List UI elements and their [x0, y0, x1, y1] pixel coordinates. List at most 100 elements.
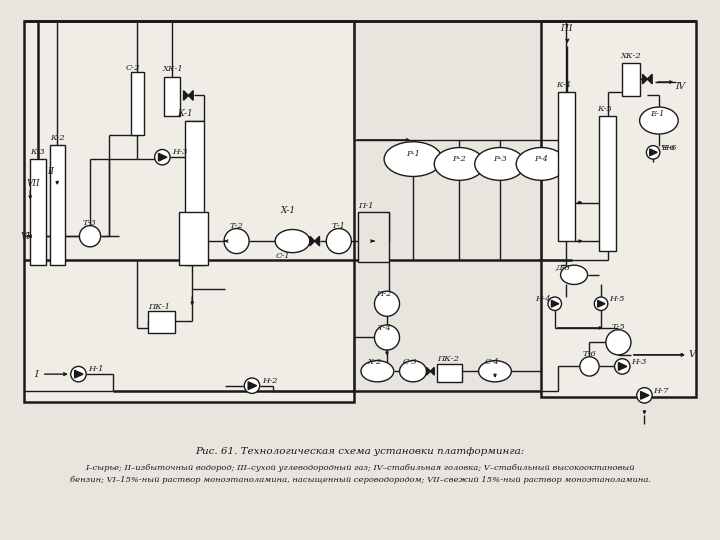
Text: С-1: С-1 [276, 252, 290, 260]
Bar [184, 120, 204, 265]
Circle shape [374, 291, 400, 316]
Text: К-3: К-3 [30, 148, 45, 157]
Text: Р-1: Р-1 [406, 150, 420, 158]
Circle shape [79, 226, 101, 247]
Ellipse shape [479, 361, 511, 382]
Circle shape [224, 228, 249, 254]
Bar [358, 212, 389, 262]
Text: Н-3: Н-3 [631, 357, 647, 366]
Ellipse shape [516, 147, 567, 180]
Polygon shape [649, 149, 657, 156]
Circle shape [244, 378, 260, 394]
Text: Е-1: Е-1 [649, 110, 664, 118]
Ellipse shape [384, 142, 442, 177]
Text: Д-3: Д-3 [555, 264, 570, 272]
Circle shape [580, 357, 599, 376]
Circle shape [548, 297, 562, 310]
Polygon shape [647, 75, 652, 84]
Ellipse shape [561, 265, 588, 285]
Text: II: II [48, 167, 55, 176]
Text: П-1: П-1 [358, 202, 374, 211]
Text: I: I [34, 370, 38, 379]
Text: I–сырье; II–избыточный водород; III–сухой углеводородный газ; IV–стабильная голо: I–сырье; II–избыточный водород; III–сухо… [85, 464, 635, 471]
Polygon shape [248, 382, 256, 389]
Text: С-2: С-2 [126, 64, 140, 71]
Circle shape [155, 150, 170, 165]
Bar [437, 364, 462, 382]
Text: Н-5: Н-5 [609, 295, 624, 303]
Circle shape [606, 330, 631, 355]
Polygon shape [618, 362, 627, 370]
Text: VI: VI [21, 232, 31, 241]
Bar [30, 159, 45, 265]
Polygon shape [75, 370, 83, 378]
Text: Т-2: Т-2 [230, 221, 243, 229]
Polygon shape [315, 237, 320, 246]
Text: Х-2: Х-2 [367, 357, 382, 366]
Text: Н-6: Н-6 [661, 144, 676, 152]
Polygon shape [426, 367, 431, 375]
Bar [622, 63, 639, 97]
Polygon shape [310, 237, 315, 246]
Bar [164, 77, 180, 116]
Bar [541, 21, 696, 397]
Bar [558, 92, 575, 241]
Bar [599, 116, 616, 251]
Text: Т-4: Т-4 [377, 324, 391, 332]
Circle shape [636, 388, 652, 403]
Bar [179, 212, 207, 265]
Text: Н-7: Н-7 [653, 387, 669, 395]
Text: С-3: С-3 [402, 357, 418, 366]
Polygon shape [189, 91, 193, 100]
Text: Х-1: Х-1 [280, 206, 295, 215]
Text: ХК-2: ХК-2 [621, 52, 641, 60]
Text: ПК-1: ПК-1 [148, 302, 170, 310]
Ellipse shape [400, 361, 426, 382]
Polygon shape [158, 153, 167, 161]
Text: Н-3: Н-3 [172, 148, 187, 157]
Circle shape [594, 297, 608, 310]
Text: Т-5: Т-5 [611, 323, 626, 331]
Polygon shape [431, 367, 434, 375]
Circle shape [615, 359, 630, 374]
Circle shape [647, 146, 660, 159]
Text: V: V [688, 350, 696, 359]
Text: Р-4: Р-4 [534, 155, 548, 163]
Text: Р-3: Р-3 [493, 155, 507, 163]
Text: К-4: К-4 [556, 81, 570, 89]
Text: Рис. 61. Технологическая схема установки платформинга:: Рис. 61. Технологическая схема установки… [195, 447, 525, 456]
Text: К-5: К-5 [597, 105, 612, 113]
Text: IV: IV [675, 82, 685, 91]
Ellipse shape [275, 230, 310, 253]
Ellipse shape [474, 147, 525, 180]
Text: Т-3: Т-3 [83, 219, 97, 227]
Bar [130, 72, 144, 135]
Text: бензин; VI–15%-ный раствор моноэтаноламина, насыщенный сероводородом; VII–свежий: бензин; VI–15%-ный раствор моноэтанолами… [70, 476, 650, 484]
Polygon shape [641, 392, 649, 399]
Text: ХК-1: ХК-1 [162, 65, 183, 73]
Ellipse shape [639, 107, 678, 134]
Text: Н-2: Н-2 [261, 377, 277, 385]
Circle shape [374, 325, 400, 350]
Polygon shape [552, 300, 559, 307]
Polygon shape [598, 300, 605, 307]
Ellipse shape [434, 147, 485, 180]
Bar [24, 21, 354, 402]
Text: Н-1: Н-1 [88, 366, 104, 373]
Text: П1: П1 [560, 24, 574, 33]
Text: К-1: К-1 [177, 109, 192, 118]
Circle shape [326, 228, 351, 254]
Text: Т-6: Т-6 [582, 350, 596, 358]
Text: Т-1: Т-1 [332, 221, 346, 229]
Text: Н-4: Н-4 [536, 295, 551, 303]
Polygon shape [642, 75, 647, 84]
Text: Ч-6: Ч-6 [661, 144, 675, 152]
Text: П-2: П-2 [377, 290, 392, 298]
Text: ПК-2: ПК-2 [437, 355, 459, 363]
Polygon shape [184, 91, 189, 100]
Text: VII: VII [27, 179, 40, 188]
Bar [148, 312, 175, 333]
Text: Р-2: Р-2 [452, 155, 467, 163]
Bar [50, 145, 65, 265]
Text: С-4: С-4 [485, 357, 500, 366]
